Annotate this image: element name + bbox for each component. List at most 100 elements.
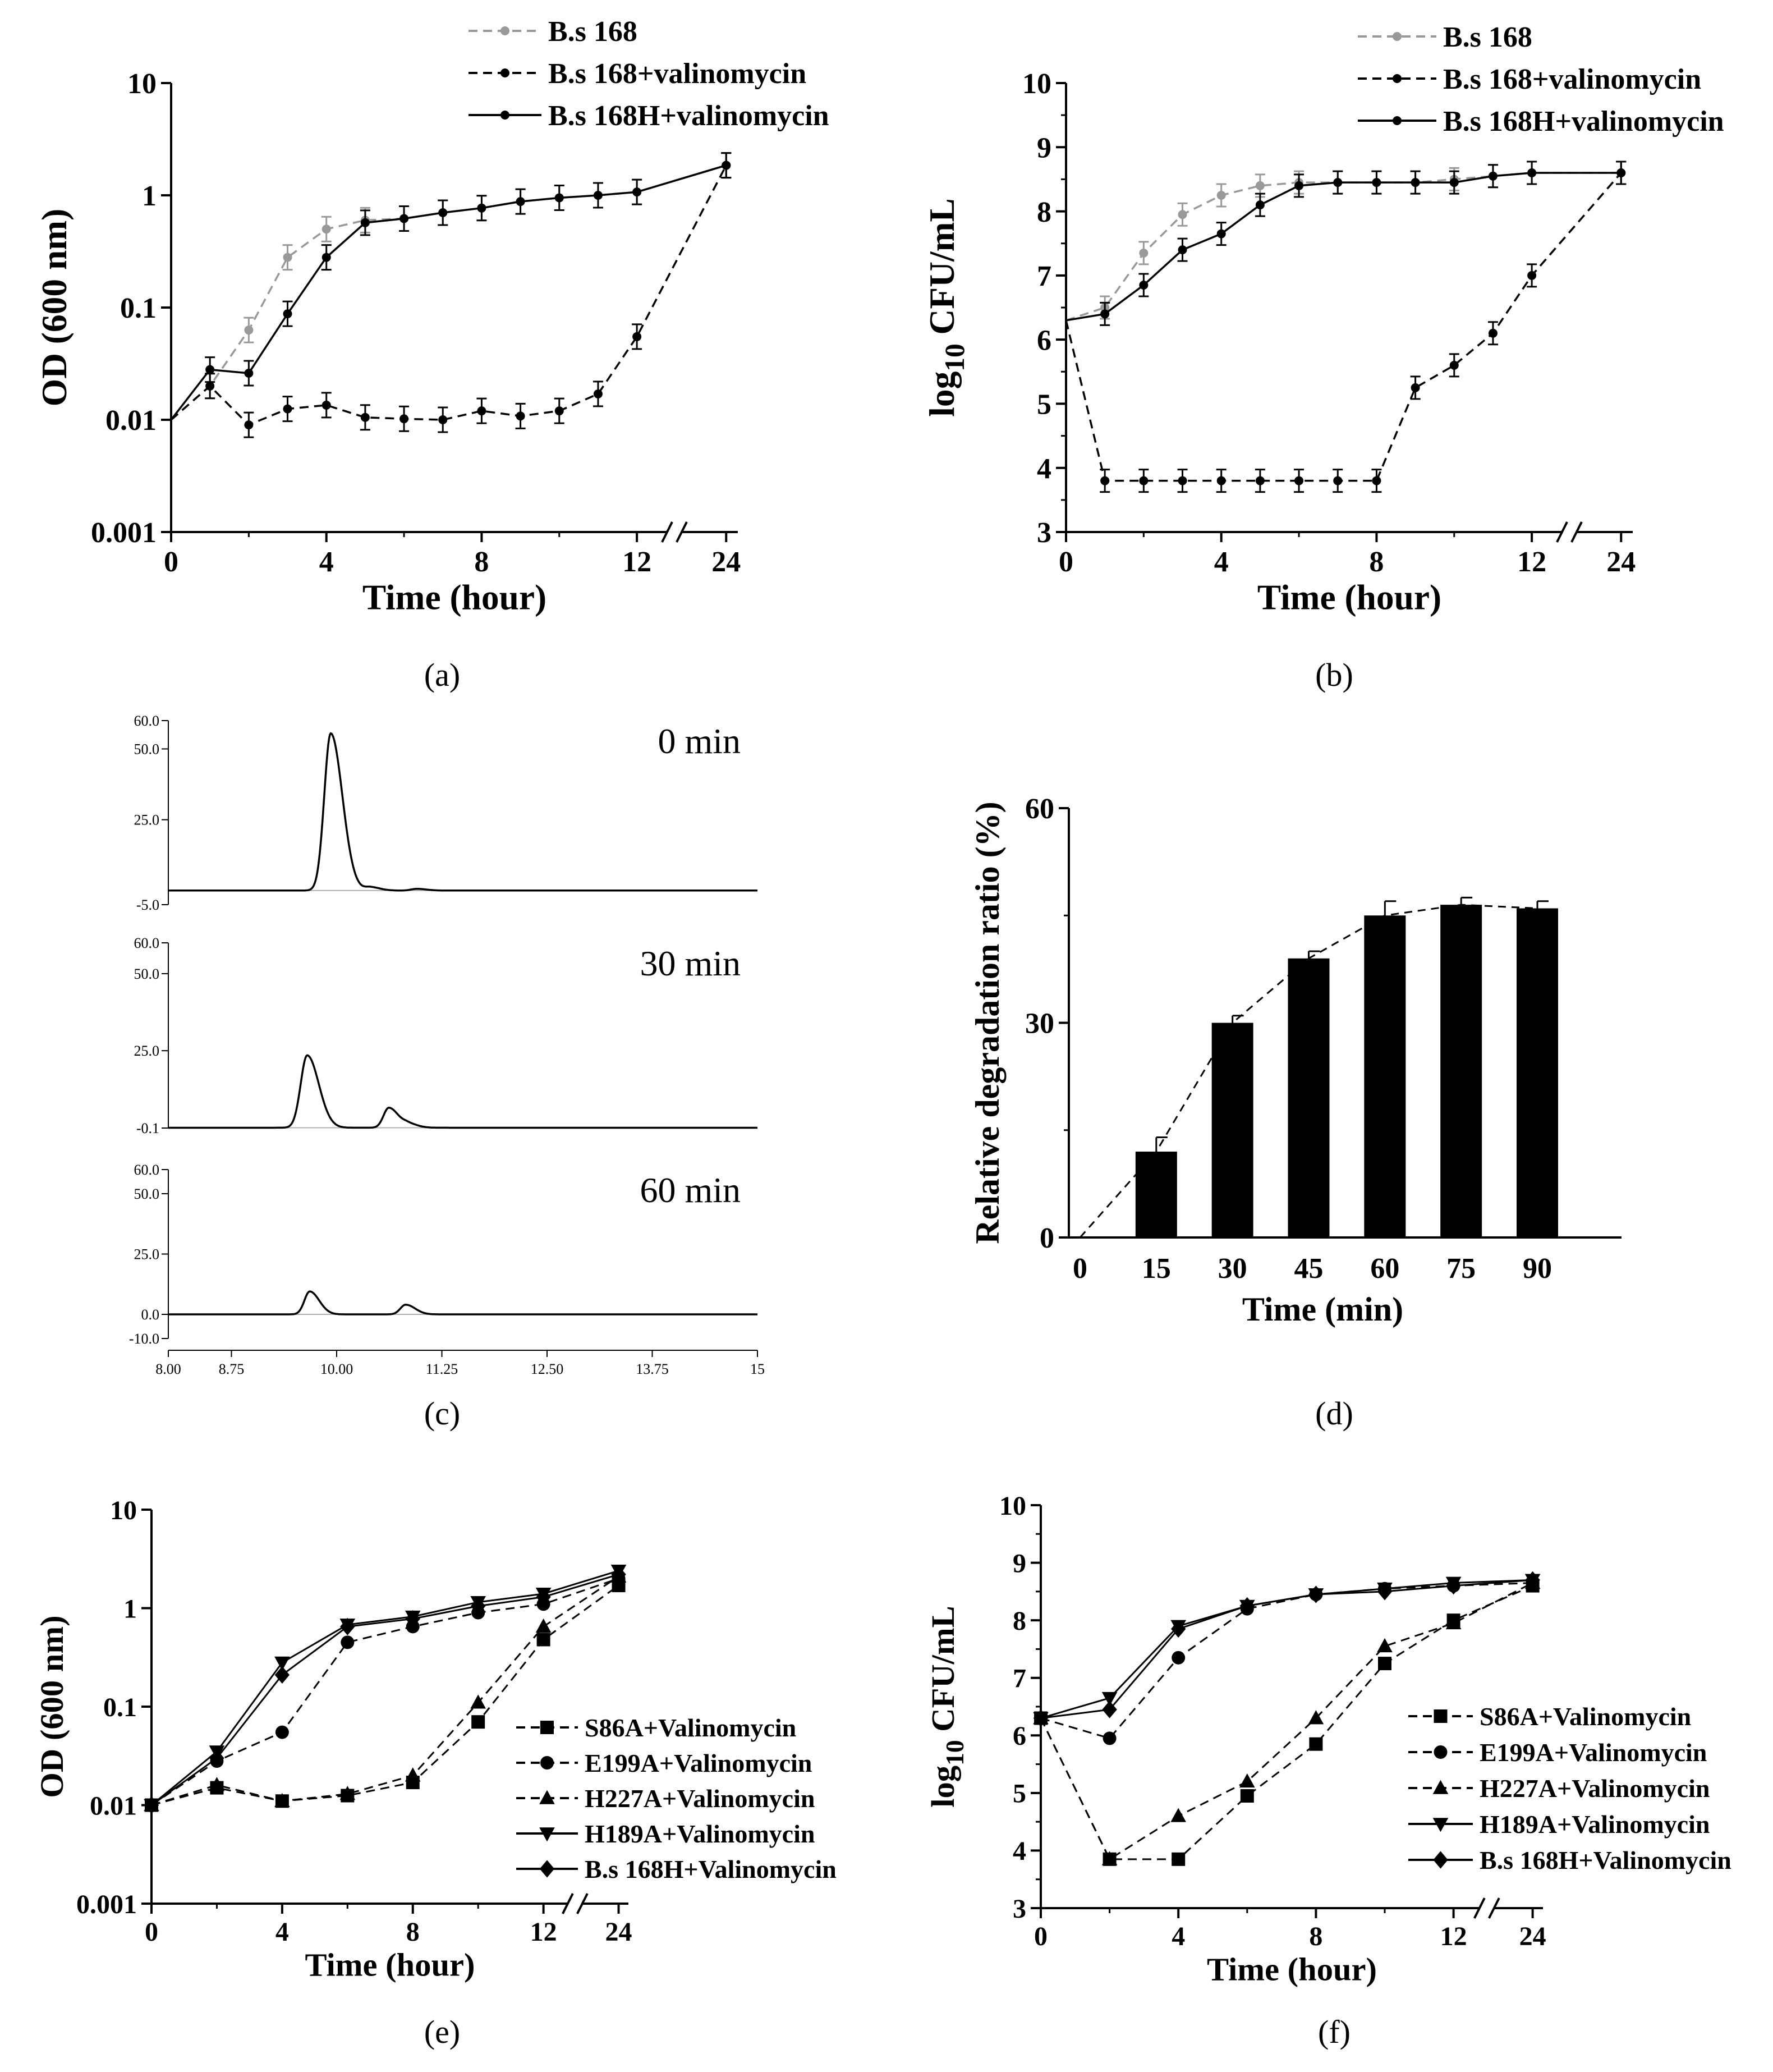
legend-marker: [1433, 1851, 1448, 1869]
x-tick-label: 8: [406, 1917, 420, 1947]
bar: [1211, 1023, 1253, 1237]
trace-y-tick-label: 50.0: [134, 1186, 160, 1202]
legend-marker: [540, 1721, 554, 1734]
data-point-marker: [274, 1656, 290, 1671]
data-point: [722, 161, 731, 170]
data-point: [405, 1767, 421, 1782]
y-tick-label: 0.001: [76, 1890, 137, 1919]
y-tick-label: 1: [123, 1594, 137, 1624]
data-point-marker: [535, 1618, 552, 1633]
legend-marker: [1432, 1818, 1449, 1832]
data-point-marker: [340, 1617, 355, 1635]
data-point: [244, 369, 254, 378]
data-point: [1333, 476, 1343, 485]
x-tick-label: 0: [164, 546, 178, 578]
data-point: [1378, 1657, 1392, 1671]
data-point-marker: [1378, 1657, 1392, 1671]
data-point-marker: [1101, 1851, 1118, 1865]
data-point-marker: [1178, 210, 1187, 219]
y-tick-label: 6: [1013, 1721, 1026, 1751]
x-tick-label: 0: [1059, 546, 1073, 578]
data-point: [535, 1618, 552, 1633]
series-line-4: [151, 1570, 619, 1806]
data-point: [516, 411, 525, 421]
data-point-marker: [405, 1767, 421, 1782]
series-line-3: [1065, 172, 1622, 322]
y-tick-label: 3: [1013, 1894, 1026, 1924]
data-point-marker: [1170, 1808, 1187, 1822]
trace-y-tick-label: 0.0: [141, 1307, 160, 1323]
x-tick-label: 8: [1369, 546, 1384, 578]
legend-marker: [500, 111, 509, 120]
axis-break-mark: [562, 1893, 574, 1914]
x-tick-label: 8.75: [219, 1361, 245, 1377]
data-point: [516, 197, 525, 207]
data-point-marker: [1239, 1773, 1255, 1788]
data-point-marker: [1216, 476, 1226, 485]
series-line-3: [151, 1575, 619, 1806]
legend-marker: [1434, 1745, 1448, 1759]
legend-label: E199A+Valinomycin: [585, 1749, 812, 1777]
data-point: [209, 1777, 225, 1791]
data-point: [554, 406, 564, 416]
x-tick-label: 45: [1294, 1253, 1324, 1285]
data-point: [471, 1715, 485, 1729]
x-tick-label: 15: [1142, 1253, 1171, 1285]
caption-f: (f): [1318, 2014, 1351, 2050]
legend-swatch-marker: [540, 1756, 554, 1770]
legend-swatch-marker: [1393, 74, 1402, 83]
data-point: [1294, 476, 1304, 485]
series-line-3: [170, 164, 727, 421]
data-point-marker: [339, 1786, 356, 1800]
legend-swatch-marker: [1393, 116, 1402, 125]
bar: [1440, 905, 1482, 1237]
data-point: [1616, 168, 1626, 177]
axis-break-mark: [576, 1893, 589, 1914]
legend-marker: [539, 1860, 555, 1878]
legend-swatch-marker: [1434, 1709, 1448, 1723]
x-axis-title: Time (min): [1242, 1291, 1403, 1328]
data-point: [1308, 1585, 1324, 1603]
series-line-1: [1040, 1585, 1533, 1860]
data-point-marker: [1255, 200, 1265, 210]
y-tick-label: 0.001: [91, 517, 157, 549]
x-tick-label: 24: [1519, 1922, 1546, 1951]
legend-swatch-marker: [539, 1790, 555, 1804]
data-point-marker: [1172, 1651, 1186, 1665]
data-point: [340, 1617, 355, 1635]
data-point-marker: [1294, 476, 1304, 485]
data-point-marker: [321, 400, 331, 410]
data-point: [1102, 1700, 1117, 1718]
x-tick-label: 0: [145, 1917, 158, 1947]
x-tick-label: 12: [530, 1917, 557, 1947]
data-point-marker: [554, 406, 564, 416]
trace-label: 60 min: [640, 1170, 741, 1210]
data-point-marker: [1100, 309, 1110, 319]
data-point-marker: [470, 1597, 486, 1615]
data-point: [274, 1656, 290, 1671]
data-point-marker: [1372, 476, 1381, 485]
legend-marker: [500, 26, 509, 35]
data-point-marker: [1172, 1852, 1186, 1866]
y-tick-label: 10: [999, 1491, 1026, 1521]
data-point-marker: [470, 1694, 486, 1709]
legend-label: B.s 168H+valinomycin: [548, 100, 829, 132]
data-point-marker: [593, 191, 603, 200]
x-tick-label: 0: [1073, 1253, 1087, 1285]
bar: [1364, 915, 1406, 1237]
data-point-marker: [438, 208, 448, 217]
data-point-marker: [321, 224, 331, 234]
data-point-marker: [321, 253, 331, 262]
legend-swatch-marker: [1434, 1745, 1448, 1759]
axis-break-mark: [1488, 1897, 1500, 1919]
legend-label: S86A+Valinomycin: [1480, 1702, 1691, 1731]
data-point-marker: [1102, 1700, 1117, 1718]
legend-label: B.s 168+valinomycin: [548, 58, 806, 90]
data-point: [283, 253, 292, 262]
y-axis-title: log10 CFU/mL: [925, 1606, 969, 1807]
chromatogram-trace: [168, 1054, 757, 1129]
data-point: [399, 414, 409, 424]
data-point: [1488, 171, 1498, 181]
data-point: [1411, 178, 1420, 187]
x-tick-label: 4: [1172, 1922, 1185, 1951]
